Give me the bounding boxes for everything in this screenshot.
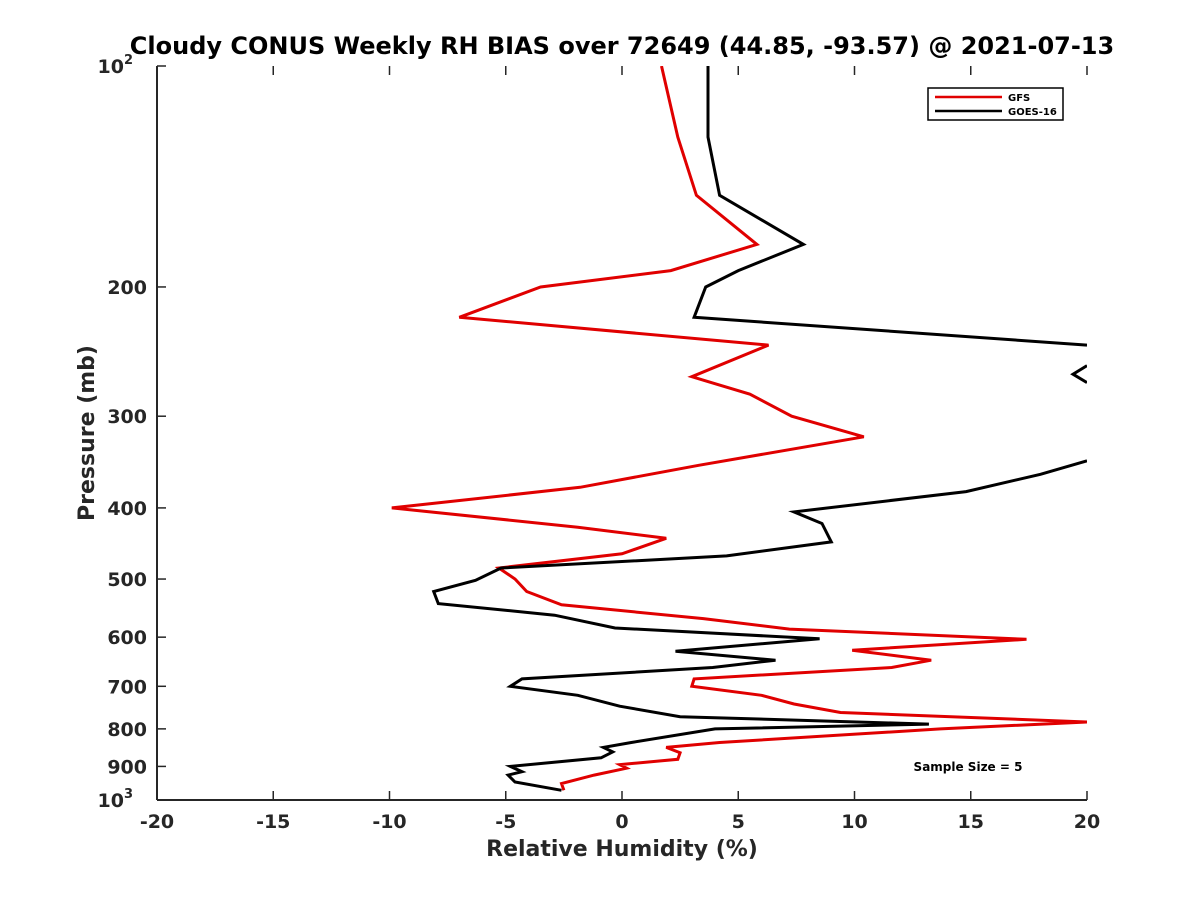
y-tick-label: 600 (107, 627, 147, 649)
x-tick-label: 5 (732, 811, 745, 833)
x-axis-label: Relative Humidity (%) (486, 837, 758, 862)
series-line-goes16-2 (431, 459, 1087, 792)
series-line-goes16-0 (691, 66, 1087, 347)
y-tick-label: 300 (107, 406, 147, 428)
series-layer (391, 66, 1087, 792)
y-tick-label: 800 (107, 719, 147, 741)
x-axis-ticks: -20 -15 -10 -5 0 5 10 15 20 (140, 66, 1100, 833)
y-axis-ticks: 102 200 300 400 500 600 700 800 900 103 (98, 53, 166, 812)
y-tick-label: 500 (107, 569, 147, 591)
series-line-gfs-0 (391, 66, 1087, 791)
legend: GFS GOES-16 (927, 87, 1064, 121)
x-tick-label: -10 (372, 811, 406, 833)
y-tick-label: 900 (107, 756, 147, 778)
x-tick-label: -15 (256, 811, 290, 833)
x-tick-label: 20 (1074, 811, 1100, 833)
y-tick-label: 200 (107, 277, 147, 299)
x-tick-label: -5 (495, 811, 516, 833)
legend-box (927, 87, 1064, 121)
legend-label-goes16: GOES-16 (1008, 107, 1057, 118)
y-tick-label: 400 (107, 498, 147, 520)
y-tick-label: 102 (98, 53, 134, 78)
x-tick-label: 15 (958, 811, 984, 833)
chart-title: Cloudy CONUS Weekly RH BIAS over 72649 (… (130, 32, 1114, 60)
y-axis-label: Pressure (mb) (75, 345, 100, 521)
legend-label-gfs: GFS (1008, 93, 1030, 104)
x-tick-label: 10 (841, 811, 867, 833)
x-tick-label: 0 (615, 811, 628, 833)
series-line-goes16-1 (1070, 364, 1087, 384)
y-tick-label: 700 (107, 676, 147, 698)
x-tick-label: -20 (140, 811, 174, 833)
y-tick-label: 103 (98, 787, 134, 812)
sample-size-annotation: Sample Size = 5 (914, 760, 1023, 774)
